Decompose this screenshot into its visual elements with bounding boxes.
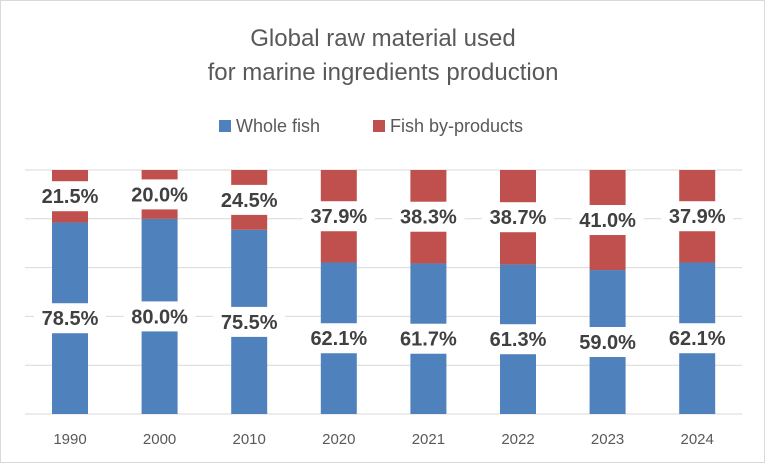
data-label-bg <box>34 181 106 212</box>
data-label: 62.1% <box>669 328 726 350</box>
x-tick-label: 2021 <box>412 431 445 448</box>
data-label: 75.5% <box>221 312 278 334</box>
legend-label: Fish by-products <box>390 116 523 136</box>
data-label: 20.0% <box>131 184 188 206</box>
data-label-bg <box>213 306 286 337</box>
data-label-bg <box>482 202 554 233</box>
chart-title-line: for marine ingredients production <box>208 59 559 86</box>
data-label-bg <box>34 303 106 334</box>
x-tick-label: 2022 <box>501 431 534 448</box>
data-label-bg <box>213 184 286 215</box>
x-tick-label: 2023 <box>591 431 624 448</box>
data-label: 21.5% <box>42 186 99 208</box>
data-label-bg <box>392 201 465 232</box>
x-tick-label: 2000 <box>143 431 176 448</box>
data-label-bg <box>123 179 196 210</box>
data-label-bg <box>123 301 196 332</box>
x-tick-label: 2010 <box>233 431 266 448</box>
chart-title-line: Global raw material used <box>250 25 515 52</box>
data-label: 80.0% <box>131 306 188 328</box>
data-label: 38.3% <box>400 207 457 229</box>
data-label: 59.0% <box>579 332 636 354</box>
data-label: 41.0% <box>579 210 636 232</box>
data-label: 62.1% <box>310 328 367 350</box>
data-label-bg <box>482 324 554 355</box>
x-tick-label: 1990 <box>53 431 86 448</box>
data-label: 37.9% <box>310 206 367 228</box>
data-label-bg <box>571 327 644 358</box>
legend-swatch <box>219 120 231 132</box>
data-label: 37.9% <box>669 206 726 228</box>
data-label-bg <box>661 201 734 232</box>
data-label-bg <box>392 323 465 354</box>
x-tick-label: 2024 <box>681 431 714 448</box>
data-label-bg <box>661 323 734 354</box>
data-label: 24.5% <box>221 190 278 212</box>
legend-label: Whole fish <box>236 116 320 136</box>
legend-swatch <box>373 120 385 132</box>
data-label-bg <box>302 323 375 354</box>
data-label: 78.5% <box>42 308 99 330</box>
data-label: 61.7% <box>400 329 457 351</box>
data-label: 61.3% <box>490 329 547 351</box>
x-tick-label: 2020 <box>322 431 355 448</box>
data-label-bg <box>571 205 644 236</box>
data-label: 38.7% <box>490 207 547 229</box>
data-label-bg <box>302 201 375 232</box>
